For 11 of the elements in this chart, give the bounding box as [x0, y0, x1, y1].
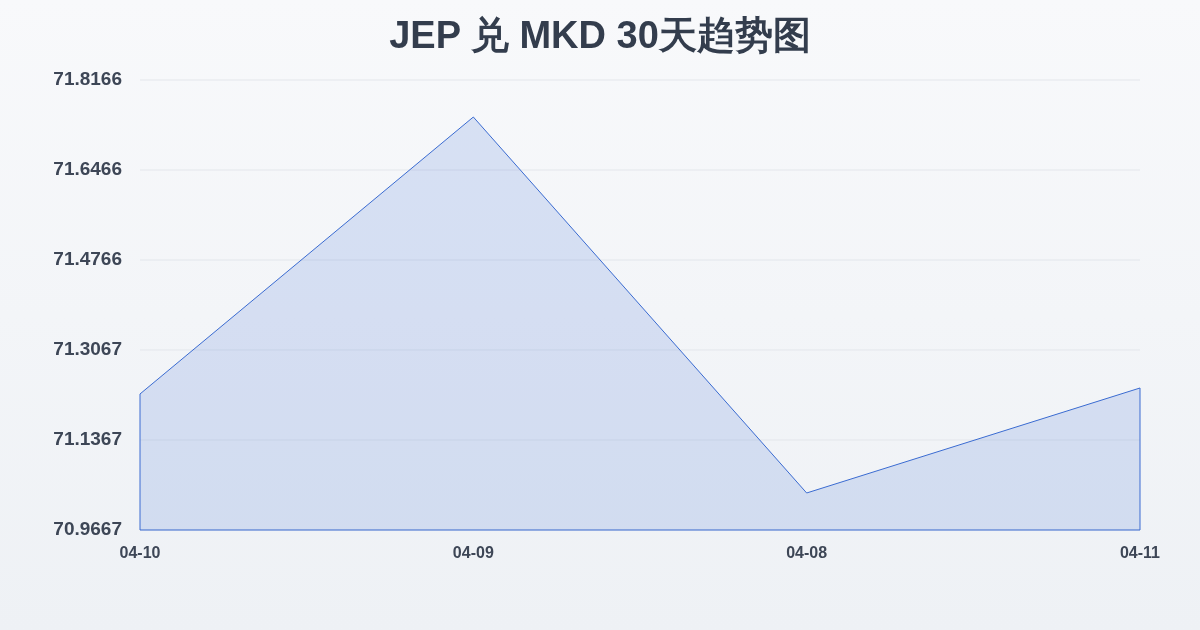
y-tick-label: 70.9667	[53, 518, 122, 540]
y-tick-label: 71.4766	[53, 248, 122, 270]
x-tick-label: 04-09	[452, 544, 494, 561]
x-tick-label: 04-10	[119, 544, 161, 561]
x-tick-label: 04-11	[1119, 544, 1161, 561]
y-tick-label: 71.3067	[53, 337, 122, 359]
x-tick-label: 04-08	[786, 544, 828, 561]
chart-title: JEP 兑 MKD 30天趋势图	[389, 14, 811, 56]
y-tick-label: 71.8166	[53, 68, 122, 90]
y-tick-label: 71.1367	[53, 428, 122, 450]
y-tick-label: 71.6466	[53, 158, 122, 180]
